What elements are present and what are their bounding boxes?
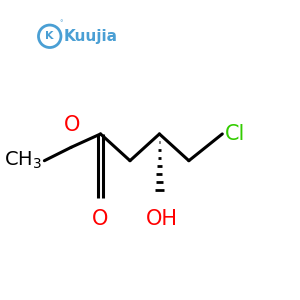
Text: °: ° <box>59 21 63 27</box>
Text: Cl: Cl <box>225 124 245 144</box>
Text: OH: OH <box>146 209 178 229</box>
Text: $\mathregular{CH_3}$: $\mathregular{CH_3}$ <box>4 150 42 171</box>
Text: O: O <box>92 209 109 229</box>
Text: K: K <box>46 31 54 41</box>
Text: Kuujia: Kuujia <box>64 29 118 44</box>
Text: O: O <box>64 115 81 135</box>
